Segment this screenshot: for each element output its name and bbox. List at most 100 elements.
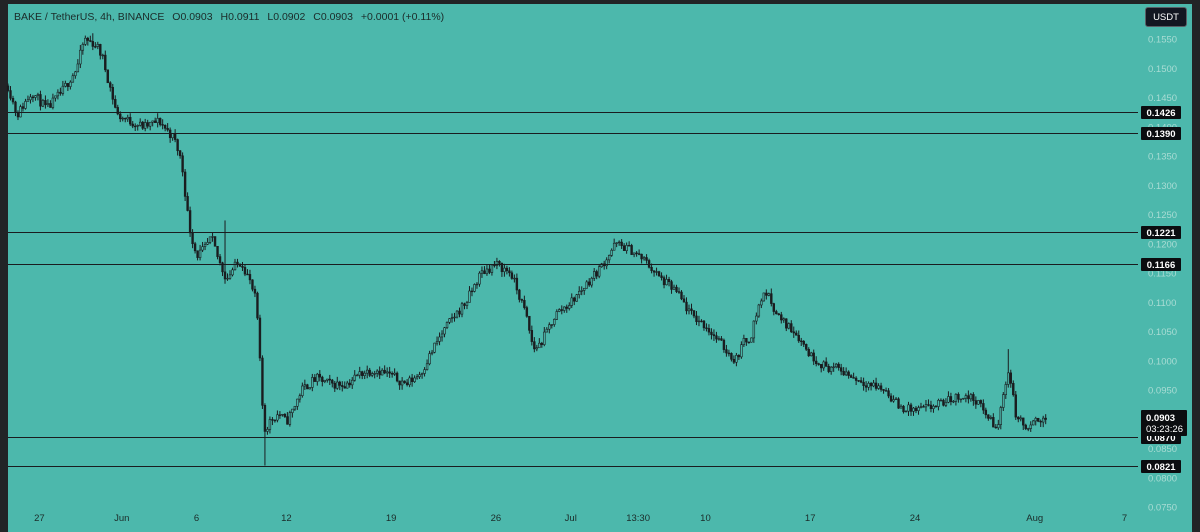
candle-up: [84, 37, 87, 45]
candle-up: [655, 271, 658, 273]
candle-down: [690, 308, 693, 311]
candle-up: [293, 405, 297, 410]
candle-down: [131, 123, 134, 127]
y-tick-label: 0.1000: [1148, 356, 1177, 367]
currency-button[interactable]: USDT: [1145, 7, 1187, 27]
candle-down: [505, 267, 509, 272]
candle-up: [208, 236, 212, 243]
candle-up: [543, 331, 546, 345]
candle-down: [929, 404, 933, 409]
candle-up: [583, 287, 586, 291]
candle-down: [934, 405, 938, 408]
candle-up: [767, 293, 771, 296]
candle-up: [385, 371, 389, 374]
candle-up: [41, 100, 45, 107]
candle-down: [987, 414, 990, 419]
candle-up: [171, 133, 174, 139]
candle-down: [777, 313, 780, 315]
candle-up: [420, 373, 424, 375]
candle-down: [994, 426, 998, 429]
level-label-bg: [1141, 127, 1181, 140]
candle-up: [198, 249, 202, 258]
candle-down: [261, 357, 264, 406]
candle-down: [500, 263, 504, 273]
candle-down: [727, 352, 731, 355]
candle-down: [884, 390, 888, 392]
candle-up: [425, 363, 429, 370]
candle-up: [1027, 428, 1030, 430]
candle-up: [443, 327, 446, 335]
candle-down: [348, 382, 351, 386]
candle-down: [134, 125, 137, 128]
candle-up: [151, 120, 154, 123]
candle-down: [508, 270, 511, 274]
candle-up: [752, 320, 756, 339]
candle-up: [326, 378, 329, 381]
candle-up: [892, 399, 895, 402]
candle-down: [271, 419, 274, 421]
candle-up: [964, 395, 968, 399]
candle-down: [864, 385, 868, 388]
candle-up: [136, 125, 139, 127]
candle-down: [181, 155, 184, 173]
candle-down: [341, 385, 344, 387]
candle-down: [278, 414, 282, 416]
candle-down: [191, 232, 194, 245]
candle-down: [153, 120, 157, 123]
candle-up: [834, 363, 838, 368]
candle-up: [742, 337, 746, 345]
candle-down: [253, 288, 257, 294]
candle-down: [378, 370, 381, 376]
level-label: 0.1166: [1147, 260, 1176, 271]
candle-up: [1019, 417, 1022, 420]
candle-up: [288, 412, 292, 425]
candle-down: [510, 272, 514, 279]
candle-up: [206, 242, 209, 245]
candle-up: [952, 400, 955, 403]
candle-down: [710, 331, 713, 335]
candle-down: [812, 352, 815, 362]
candle-up: [917, 407, 920, 412]
candle-down: [854, 377, 858, 381]
candle-up: [687, 308, 691, 312]
candle-down: [800, 340, 803, 342]
candle-down: [887, 390, 890, 397]
candle-down: [650, 267, 653, 271]
candle-down: [129, 117, 132, 125]
candle-up: [36, 94, 40, 96]
candle-up: [231, 269, 234, 276]
candle-up: [380, 369, 384, 376]
candle-down: [518, 289, 521, 300]
candle-up: [822, 361, 825, 369]
candle-down: [805, 344, 808, 350]
candle-down: [256, 292, 259, 319]
candle-down: [16, 112, 20, 118]
candle-down: [692, 310, 696, 317]
candle-up: [485, 268, 489, 275]
candle-down: [992, 417, 995, 428]
y-tick-label: 0.0750: [1148, 503, 1177, 514]
candle-up: [201, 246, 204, 251]
candle-down: [263, 405, 267, 432]
candle-up: [393, 372, 396, 375]
candle-up: [665, 279, 668, 286]
candle-down: [388, 371, 391, 374]
candle-up: [877, 385, 880, 389]
candle-up: [453, 316, 456, 319]
candle-down: [515, 277, 519, 291]
candle-down: [193, 243, 197, 252]
candle-down: [493, 264, 496, 267]
candle-down: [705, 327, 708, 329]
candle-up: [550, 324, 553, 326]
candle-down: [178, 150, 182, 157]
candle-up: [750, 337, 753, 343]
candle-down: [695, 315, 698, 322]
candle-up: [478, 272, 481, 285]
candle-down: [622, 245, 626, 251]
candle-down: [283, 414, 287, 417]
candle-down: [213, 236, 217, 247]
candle-down: [588, 281, 591, 286]
